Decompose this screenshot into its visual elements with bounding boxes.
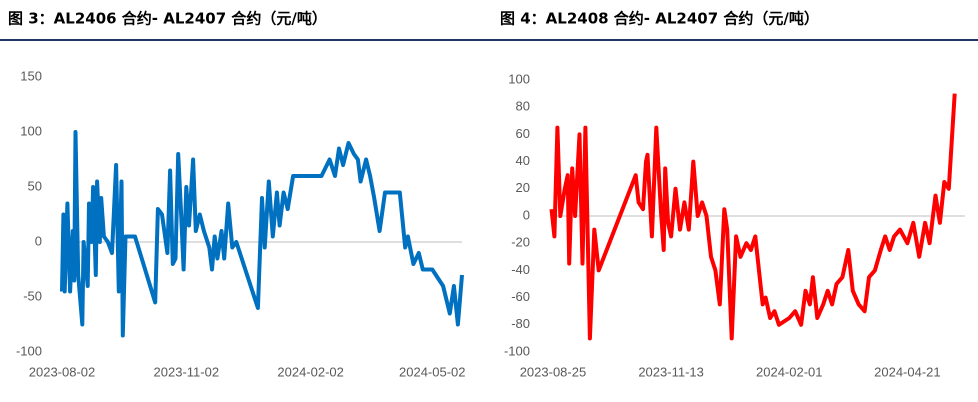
data-line [60, 130, 464, 338]
y-tick-label: -20 [511, 235, 530, 250]
y-tick-label: 100 [20, 123, 42, 138]
x-tick-label: 2024-05-02 [399, 364, 466, 379]
y-tick-label: -100 [504, 343, 530, 358]
y-tick-label: -100 [16, 343, 42, 358]
chart-title: 图 3：AL2406 合约- AL2407 合约（元/吨） [8, 10, 327, 28]
chart-title: 图 4：AL2408 合约- AL2407 合约（元/吨） [500, 10, 819, 28]
x-tick-label: 2023-08-25 [520, 364, 587, 379]
y-tick-label: -60 [511, 289, 530, 304]
x-tick-label: 2023-08-02 [29, 364, 96, 379]
x-tick-label: 2023-11-02 [154, 364, 220, 379]
x-tick-label: 2024-02-01 [756, 364, 823, 379]
y-tick-label: 80 [516, 99, 530, 114]
y-tick-label: 60 [516, 126, 530, 141]
y-tick-label: -50 [23, 288, 42, 303]
x-tick-label: 2024-02-02 [277, 364, 344, 379]
y-tick-label: 20 [516, 180, 530, 195]
y-tick-label: 100 [508, 71, 530, 86]
y-tick-label: -40 [511, 262, 530, 277]
y-tick-label: 0 [35, 233, 42, 248]
y-tick-label: 40 [516, 153, 530, 168]
x-tick-label: 2023-11-13 [638, 364, 704, 379]
y-tick-label: -80 [511, 316, 530, 331]
data-line [549, 93, 957, 341]
y-tick-label: 150 [20, 68, 42, 83]
y-tick-label: 50 [28, 178, 42, 193]
x-tick-label: 2024-04-21 [874, 364, 941, 379]
y-tick-label: 0 [523, 207, 530, 222]
